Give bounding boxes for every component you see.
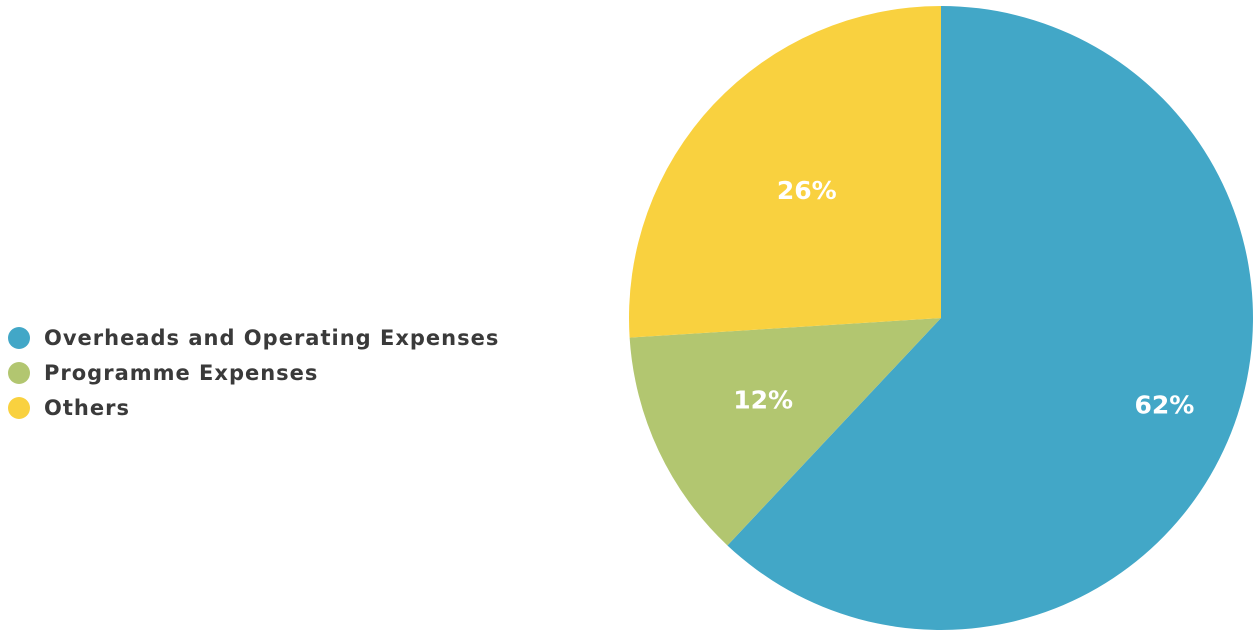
pie-slice-others xyxy=(629,6,941,338)
pie-label-others: 26% xyxy=(777,176,837,205)
pie-label-overheads: 62% xyxy=(1134,390,1194,419)
pie-label-programme: 12% xyxy=(733,386,793,415)
